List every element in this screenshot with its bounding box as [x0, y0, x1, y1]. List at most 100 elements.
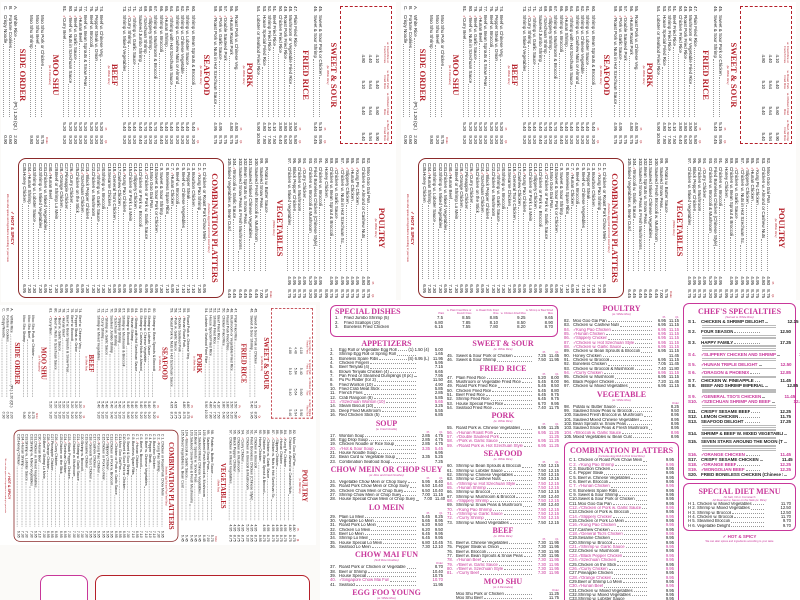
dot-leader [35, 44, 37, 117]
price: 5.64 [368, 106, 374, 115]
price: 7.10 [591, 284, 597, 293]
price: 10.40 [432, 487, 443, 493]
price: 8.75 [750, 289, 756, 298]
column-header: Pt. [237, 405, 242, 409]
item-number: H 4. [688, 513, 696, 519]
price: 7.30 [159, 284, 165, 293]
item-name: Hunan Beef [448, 175, 454, 199]
item-number: C26. [469, 163, 475, 173]
dot-leader [616, 406, 652, 408]
item-number: 100. [253, 158, 259, 167]
item-name: White Rice [13, 15, 19, 37]
dot-leader [611, 330, 652, 332]
item-name: Plain Fried Rice [233, 315, 238, 341]
item-number: 78. [478, 6, 484, 13]
price: 8.75 [691, 289, 697, 298]
item-number: C16. [122, 163, 128, 173]
price: 11.75 [780, 413, 791, 419]
menu-item: 55. Roast Pork w. Chinese Veg. 4.80 8.75 [634, 6, 639, 144]
item-name: Beef w. Chinese Vegetables [456, 540, 509, 545]
section-title: SWEET & SOUR [262, 337, 271, 390]
item-number: C18. [111, 163, 117, 173]
item-name: Chicken w. Mushroom [71, 441, 76, 477]
dot-leader [144, 486, 146, 527]
menu-item: C 2. ✓ Kung Pao Shrimp 9.95 [569, 462, 674, 467]
item-name: Beef w. Bean Sprouts & Snow Peas [483, 15, 489, 87]
item-name: Hunan Beef [48, 175, 54, 199]
item-number: 61. [147, 308, 152, 314]
item-name: Sesame Chicken [106, 172, 112, 207]
menu-item: 81. ✓ Curry Beef 7.30 11.95 [447, 571, 559, 576]
price: 8.75 [182, 411, 187, 419]
menu-item: C 4. Pepper Steak 9.95 [569, 470, 674, 475]
dot-leader [86, 220, 88, 279]
price: 12.50 [780, 362, 792, 368]
item-name: Chicken w. Mixed Vegetables [697, 501, 752, 506]
item-name: Chicken w. Nuts in Hot Szechuan Sc. [739, 170, 745, 245]
price: 7.50 [272, 135, 278, 144]
price-pint: 7.30 [537, 544, 546, 550]
item-name: Plain Fried Rice [693, 15, 699, 47]
section-title: FRIED RICE [301, 50, 312, 100]
dot-leader [672, 46, 674, 117]
price-pint: 5.40 [121, 122, 127, 131]
item-name: Pork w. Garlic Sauce [218, 18, 224, 60]
item-number: 101. [197, 429, 202, 437]
price: 6.95 [122, 530, 127, 538]
item-name: Beef w. Garlic Sauce [57, 317, 62, 352]
menu-item: 28. House Special Chow Mein or Chop Suey 7… [330, 496, 445, 501]
item-number: C24. [80, 163, 86, 173]
price: 9.20 [579, 135, 585, 144]
price: 9.20 [179, 135, 185, 144]
dot-leader [75, 213, 77, 279]
item-number: C28. [569, 574, 578, 580]
dot-leader [610, 538, 647, 540]
menu-panel-pink: APPETIZERS 1. Egg Roll or Vegetable Egg Ro… [320, 300, 800, 600]
price: 6.95 [16, 530, 21, 538]
item-description [702, 404, 777, 406]
price: 12.85 [793, 398, 800, 404]
menu-item: C 8. Boneless Spare Ribs 7.10 [131, 434, 135, 538]
item-name: Shrimp w. Mixed Vegetables [456, 520, 509, 525]
item-name: Beef w. Bean Sprouts & Snow Peas [456, 554, 523, 558]
item-name: Moo Shu Beef [26, 315, 31, 339]
dot-leader [633, 411, 652, 413]
price-pint: 7.50 [537, 489, 546, 495]
dot-leader [58, 351, 59, 397]
menu-item: 69. ✓ Szechuan Shrimp 5.70 9.70 [143, 6, 148, 144]
price-pint: 3.50 [288, 122, 294, 131]
item-number: C 7. [135, 433, 140, 441]
price-pint: 6.95 [657, 357, 666, 363]
item-number: C11. [548, 163, 554, 173]
dot-leader [667, 51, 669, 117]
price: 7.15 [434, 364, 443, 370]
combination-platters-box: COMBINATION PLATTERS (Includes Egg Roll a… [418, 158, 624, 298]
dot-leader [570, 85, 572, 117]
dot-leader [94, 61, 96, 117]
price: 11.15 [668, 335, 679, 341]
item-name: Black Pepper Chicken [691, 167, 697, 212]
item-name: Shrimp with Hot Szechuan Sauce [169, 18, 175, 85]
item-name: Beef w. Chinese Veg. [499, 15, 505, 58]
item-number: S19. [688, 466, 698, 472]
menu-item: 67. Shrimp w. Mushroom & Broccoli 5.70 9.70 [153, 6, 158, 144]
column-headers: w. Fried Rice or French Fries w. Roast Po… [305, 311, 311, 416]
column-header: Plain [438, 312, 445, 316]
item-name: ORANGE CHICKEN [704, 451, 745, 457]
item-number: 59. [169, 308, 174, 314]
price: 8.75 [253, 534, 258, 542]
price: 12.15 [548, 476, 559, 482]
item-name: Sauteed Snow Peas & Fresh Mushrooms [237, 167, 243, 250]
price: 11.95 [432, 355, 443, 361]
item-name: Chicken w. Broccoli & Mushroom [245, 437, 250, 490]
item-number: 98. [210, 429, 215, 435]
item-description [702, 345, 777, 347]
price: 7.10 [180, 284, 186, 293]
column-header: Pt. [426, 510, 430, 515]
price: 6.95 [570, 284, 576, 293]
item-name: Moo Shu Pork or Chicken [440, 15, 446, 67]
menu-item: C27. Pineapple Chicken 6.95 [464, 163, 469, 293]
price: 5.45 [434, 445, 443, 451]
dot-leader [381, 411, 416, 413]
price: 12.40 [548, 502, 559, 508]
